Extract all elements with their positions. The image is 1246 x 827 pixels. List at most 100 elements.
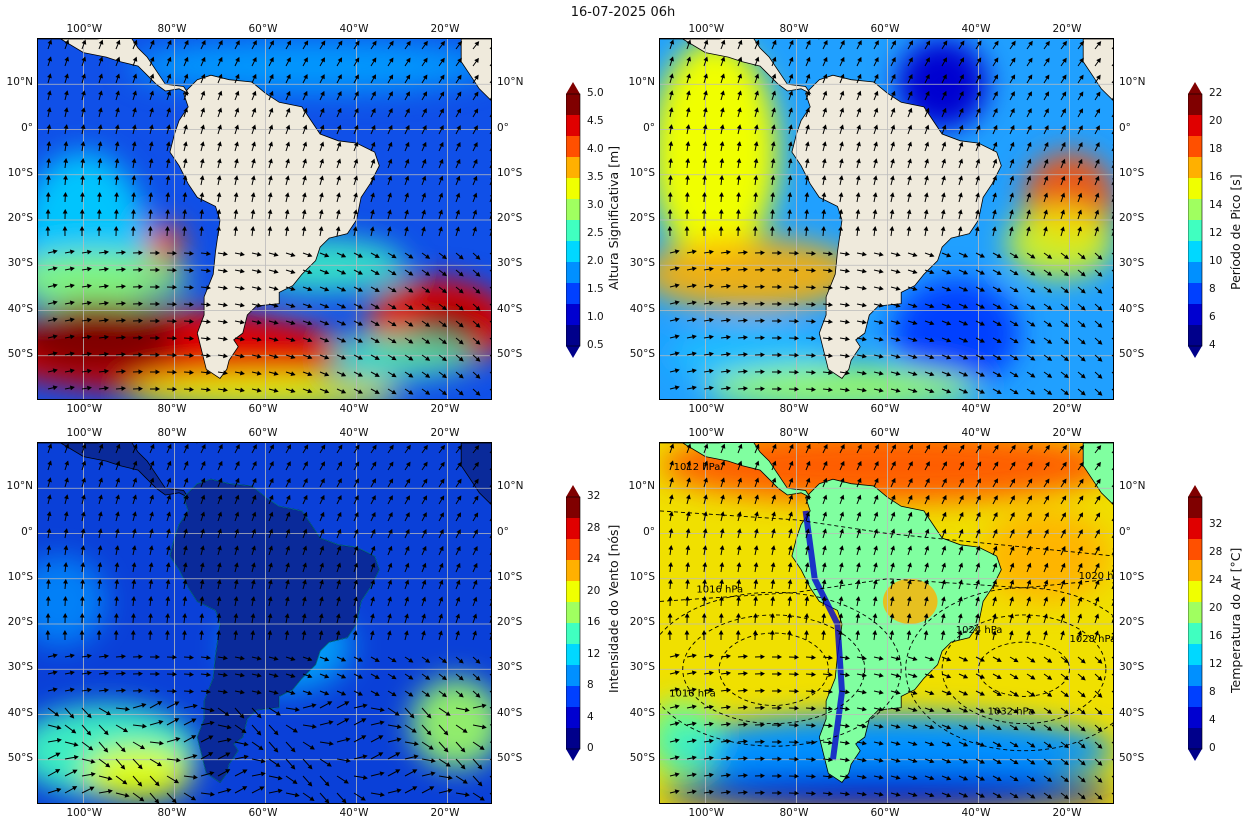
vector-arrowhead bbox=[821, 175, 827, 181]
vector-arrowhead bbox=[370, 141, 376, 147]
vector-arrowhead bbox=[805, 477, 811, 483]
vector-arrowhead bbox=[357, 691, 363, 696]
vector-arrowhead bbox=[290, 303, 296, 308]
vector-arrowhead bbox=[718, 225, 724, 231]
vector-arrowhead bbox=[47, 460, 52, 466]
vector-arrowhead bbox=[787, 141, 793, 147]
vector-arrowhead bbox=[318, 226, 324, 232]
vector-arrowhead bbox=[46, 545, 52, 550]
vector-arrowhead bbox=[1030, 657, 1036, 663]
vector-arrowhead bbox=[206, 319, 211, 325]
vector-arrowhead bbox=[1063, 373, 1069, 379]
vector-arrowhead bbox=[115, 477, 121, 483]
vector-arrowhead bbox=[175, 737, 181, 742]
vector-arrowhead bbox=[811, 773, 817, 779]
vector-arrowhead bbox=[388, 108, 393, 114]
vector-arrowhead bbox=[184, 39, 189, 46]
vector-arrowhead bbox=[130, 612, 136, 618]
vector-arrowhead bbox=[120, 747, 126, 753]
vector-arrowhead bbox=[709, 738, 714, 744]
vector-arrowhead bbox=[719, 528, 725, 534]
vector-arrowhead bbox=[64, 90, 69, 96]
vector-arrowhead bbox=[233, 630, 239, 635]
vector-arrowhead bbox=[441, 373, 447, 379]
vector-arrowhead bbox=[1095, 91, 1101, 97]
lon-tick-label: 60°W bbox=[248, 427, 278, 439]
vector-arrowhead bbox=[794, 386, 800, 392]
lon-tick-label: 40°W bbox=[961, 23, 991, 35]
colorbar-extend-top bbox=[566, 82, 580, 94]
vector-arrowhead bbox=[456, 125, 461, 131]
vector-arrowhead bbox=[736, 595, 741, 601]
vector-arrowhead bbox=[489, 615, 491, 618]
vector-arrowhead bbox=[292, 779, 298, 785]
vector-arrowhead bbox=[121, 369, 127, 374]
vector-arrowhead bbox=[1112, 548, 1113, 550]
vector-arrowhead bbox=[396, 788, 402, 794]
vector-arrowhead bbox=[946, 758, 952, 764]
vector-arrowhead bbox=[389, 40, 394, 46]
vector-arrowhead bbox=[845, 723, 850, 729]
vector-arrow bbox=[1111, 518, 1113, 522]
vector-arrowhead bbox=[97, 528, 103, 534]
vector-arrowhead bbox=[273, 656, 279, 661]
vector-arrowhead bbox=[131, 579, 137, 584]
vector-arrowhead bbox=[81, 39, 87, 45]
vector-arrowhead bbox=[669, 460, 674, 466]
vector-arrowhead bbox=[787, 192, 793, 197]
vector-arrowhead bbox=[929, 656, 935, 662]
colorbar-swatch bbox=[566, 717, 580, 729]
vector-arrowhead bbox=[80, 141, 86, 146]
vector-arrowhead bbox=[1045, 40, 1050, 46]
vector-arrowhead bbox=[155, 671, 161, 677]
vector-arrowhead bbox=[891, 444, 896, 450]
lat-tick-label: 40°S bbox=[1119, 302, 1145, 315]
vector-arrowhead bbox=[794, 352, 800, 358]
vector-arrowhead bbox=[88, 745, 94, 751]
vector-arrowhead bbox=[686, 90, 691, 96]
vector-arrowhead bbox=[124, 792, 130, 798]
vector-arrowhead bbox=[996, 287, 1002, 292]
vector-arrowhead bbox=[388, 461, 394, 467]
vector-arrowhead bbox=[872, 630, 878, 635]
vector-arrowhead bbox=[206, 387, 211, 393]
vector-arrowhead bbox=[760, 722, 766, 728]
vector-arrowhead bbox=[98, 494, 103, 500]
vector-arrowhead bbox=[736, 175, 742, 180]
vector-arrowhead bbox=[441, 271, 447, 277]
vector-arrowhead bbox=[423, 40, 428, 46]
vector-arrowhead bbox=[1111, 632, 1113, 635]
vector-arrowhead bbox=[669, 39, 675, 45]
vector-arrowhead bbox=[107, 775, 113, 781]
vector-arrowhead bbox=[770, 158, 776, 164]
vector-arrowhead bbox=[425, 692, 431, 697]
vector-arrowhead bbox=[794, 318, 800, 324]
vector-arrowhead bbox=[771, 477, 777, 483]
vector-arrowhead bbox=[72, 769, 78, 774]
vector-arrowhead bbox=[923, 630, 929, 635]
vector-arrowhead bbox=[256, 285, 262, 291]
vector-arrow bbox=[489, 535, 491, 539]
lon-tick-label: 40°W bbox=[961, 427, 991, 439]
vector-arrowhead bbox=[218, 444, 223, 450]
vector-arrowhead bbox=[319, 141, 325, 147]
vector-arrowhead bbox=[669, 477, 674, 483]
vector-arrowhead bbox=[335, 209, 341, 215]
vector-arrowhead bbox=[912, 690, 918, 695]
vector-arrowhead bbox=[441, 288, 447, 294]
vector-arrow bbox=[1111, 585, 1113, 590]
vector-arrowhead bbox=[974, 226, 980, 232]
vector-arrowhead bbox=[394, 711, 400, 716]
vector-arrowhead bbox=[189, 267, 195, 273]
vector-arrowhead bbox=[69, 687, 75, 693]
vector-arrowhead bbox=[256, 689, 262, 695]
vector-arrowhead bbox=[474, 41, 480, 47]
vector-arrowhead bbox=[872, 579, 878, 585]
vector-arrowhead bbox=[473, 108, 479, 114]
colorbar-tick-label: 18 bbox=[1209, 143, 1223, 155]
colorbar-periodo-de-pico bbox=[1188, 82, 1203, 358]
vector-arrowhead bbox=[475, 339, 481, 345]
colorbar-swatch bbox=[566, 497, 580, 508]
vector-arrowhead bbox=[929, 758, 935, 764]
vector-arrowhead bbox=[422, 124, 427, 131]
